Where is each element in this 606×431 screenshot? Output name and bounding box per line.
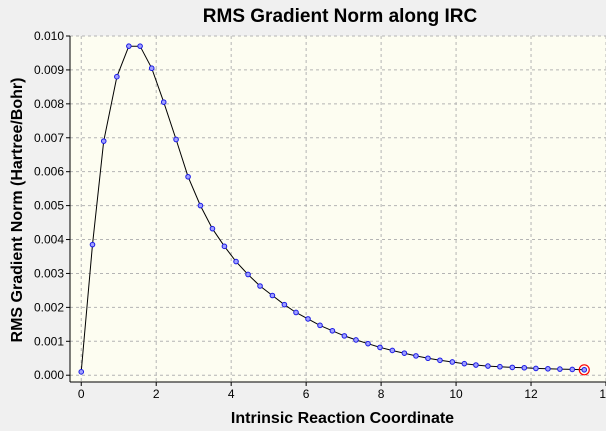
y-tick-label: 0.000 bbox=[34, 368, 64, 382]
series bbox=[78, 43, 590, 376]
data-point bbox=[377, 344, 383, 351]
data-point bbox=[413, 353, 419, 359]
data-point bbox=[269, 292, 276, 299]
data-point bbox=[126, 43, 132, 49]
x-tick-label: 2 bbox=[153, 387, 160, 401]
data-point bbox=[449, 359, 456, 365]
highlight-ring bbox=[578, 364, 590, 376]
data-point bbox=[329, 327, 336, 334]
data-point bbox=[353, 337, 359, 343]
data-point bbox=[533, 365, 539, 372]
data-point bbox=[461, 360, 468, 367]
data-point bbox=[473, 362, 479, 368]
data-point bbox=[233, 258, 239, 265]
data-point bbox=[257, 283, 263, 289]
x-tick-label: 14 bbox=[599, 387, 606, 401]
data-point bbox=[497, 363, 503, 370]
y-tick-label: 0.005 bbox=[34, 199, 64, 213]
data-point bbox=[281, 301, 288, 308]
data-point bbox=[221, 243, 228, 250]
x-tick-label: 0 bbox=[78, 387, 85, 401]
data-point bbox=[114, 73, 120, 80]
data-point bbox=[581, 366, 588, 373]
data-point bbox=[293, 309, 299, 316]
data-point bbox=[89, 241, 96, 248]
chart-title: RMS Gradient Norm along IRC bbox=[202, 6, 478, 27]
x-tick-label: 12 bbox=[524, 387, 538, 401]
x-axis-title: Intrinsic Reaction Coordinate bbox=[230, 410, 455, 427]
data-point bbox=[317, 322, 323, 329]
data-point bbox=[437, 357, 443, 364]
y-axis-title: RMS Gradient Norm (Hartree/Bohr) bbox=[9, 77, 26, 343]
data-point bbox=[557, 366, 563, 372]
x-tick-label: 10 bbox=[449, 387, 463, 401]
data-point bbox=[209, 225, 216, 232]
data-point bbox=[401, 350, 408, 356]
x-tick-label: 8 bbox=[378, 387, 385, 401]
data-point bbox=[305, 316, 311, 322]
x-tick-label: 6 bbox=[303, 387, 310, 401]
data-point bbox=[365, 340, 371, 347]
tick-labels: 0 2 4 6 8 10 12 14 0.000 0.001 0.002 0.003 0.004 0.00… bbox=[34, 29, 606, 401]
data-point bbox=[569, 366, 576, 373]
data-point bbox=[389, 347, 396, 354]
data-point bbox=[160, 99, 167, 105]
data-point bbox=[137, 43, 143, 49]
y-tick-label: 0.007 bbox=[34, 131, 64, 145]
data-point bbox=[521, 364, 528, 371]
y-tick-label: 0.008 bbox=[34, 97, 64, 111]
data-point bbox=[148, 65, 155, 72]
data-point bbox=[485, 363, 491, 369]
y-tick-label: 0.004 bbox=[34, 233, 64, 247]
axes bbox=[66, 35, 606, 386]
y-tick-label: 0.010 bbox=[34, 29, 64, 43]
data-point bbox=[509, 364, 516, 371]
data-point bbox=[197, 202, 204, 209]
y-tick-label: 0.006 bbox=[34, 165, 64, 179]
data-point bbox=[425, 355, 431, 362]
data-point bbox=[173, 136, 179, 143]
data-point bbox=[185, 173, 191, 180]
y-tick-label: 0.009 bbox=[34, 63, 64, 77]
x-tick-label: 4 bbox=[228, 387, 235, 401]
y-tick-label: 0.001 bbox=[34, 334, 64, 348]
data-point bbox=[100, 138, 107, 144]
data-point bbox=[341, 333, 348, 339]
y-tick-label: 0.002 bbox=[34, 300, 64, 314]
plot-background bbox=[70, 36, 606, 382]
data-point bbox=[245, 271, 251, 278]
grid bbox=[70, 35, 606, 382]
y-tick-label: 0.003 bbox=[34, 266, 64, 280]
data-point bbox=[545, 365, 551, 372]
data-point bbox=[78, 369, 85, 375]
